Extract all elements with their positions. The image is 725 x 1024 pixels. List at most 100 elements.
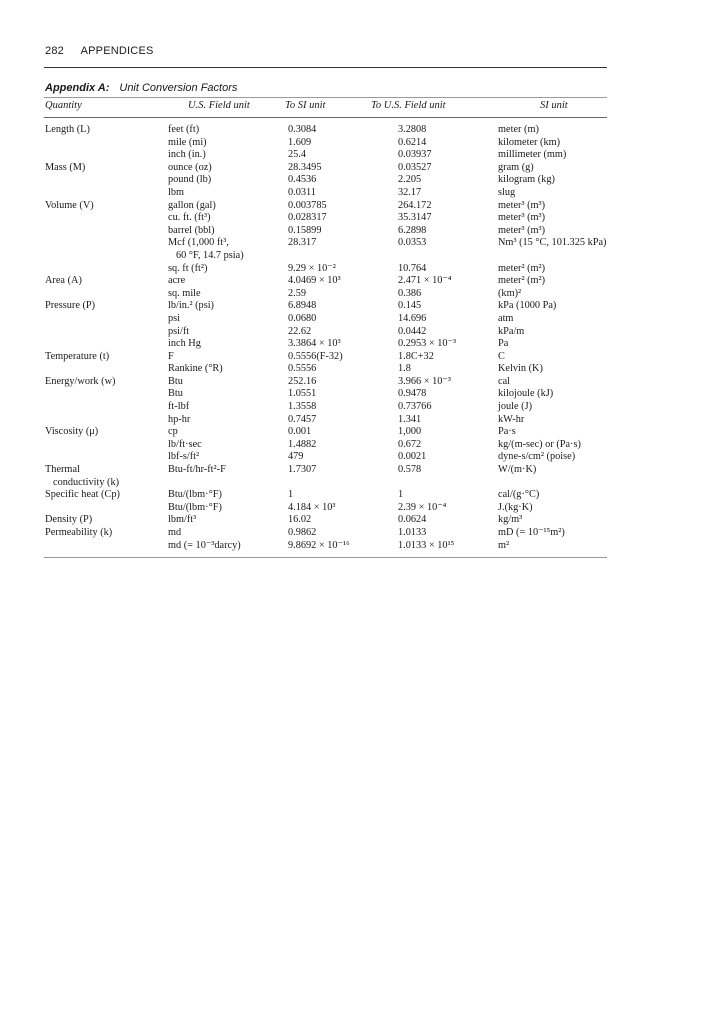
- table-header: Quantity U.S. Field unit To SI unit To U…: [0, 100, 725, 114]
- cell-to-us: 1.8C+32: [398, 350, 434, 362]
- cell-si: mD (= 10⁻¹⁵m²): [498, 527, 565, 538]
- column-header-si-unit: SI unit: [540, 100, 568, 111]
- cell-quantity: [45, 250, 168, 263]
- cell-to-si: 0.001: [288, 426, 312, 438]
- cell-to-si: 4.184 × 10³: [288, 501, 336, 513]
- column-header-to-us: To U.S. Field unit: [371, 100, 446, 111]
- cell-quantity: Energy/work (w): [45, 375, 116, 387]
- cell-si: cal/(g·°C): [498, 489, 540, 501]
- cell-to-si: 1.4882: [288, 438, 317, 450]
- cell-si: kilojoule (kJ): [498, 388, 554, 400]
- table-row: Thermal Btu-ft/hr-ft²-F 1.7307 0.578 W/(m·K): [45, 464, 628, 477]
- table-top-rule: [44, 97, 607, 98]
- cell-us: gallon (gal): [168, 199, 216, 211]
- cell-to-us: 0.03937: [398, 149, 432, 161]
- cell-us: Btu: [168, 388, 183, 400]
- cell-to-us: 0.0021: [398, 451, 427, 463]
- cell-us: inch (in.): [168, 149, 206, 161]
- column-header-quantity: Quantity: [45, 100, 82, 111]
- table-row: Btu/(lbm·°F) 4.184 × 10³ 2.39 × 10⁻⁴ J.(kg·…: [45, 502, 628, 515]
- cell-to-us: 0.9478: [398, 388, 427, 400]
- cell-us: mile (mi): [168, 136, 207, 148]
- cell-si: [498, 477, 628, 490]
- cell-to-si: [288, 250, 398, 263]
- table-row: inch (in.) 25.4 0.03937 millimeter (mm): [45, 149, 628, 162]
- cell-quantity: Specific heat (Cp): [45, 489, 120, 501]
- table-row: inch Hg 3.3864 × 10³ 0.2953 × 10⁻³ Pa: [45, 338, 628, 351]
- cell-to-us: 3.966 × 10⁻³: [398, 375, 451, 387]
- cell-quantity: [45, 338, 168, 351]
- table-row: ft-lbf 1.3558 0.73766 joule (J): [45, 401, 628, 414]
- cell-si: J.(kg·K): [498, 501, 533, 513]
- cell-us: lb/ft·sec: [168, 438, 202, 450]
- cell-quantity: [45, 237, 168, 250]
- cell-to-us: 10.764: [398, 262, 427, 274]
- cell-to-us: 0.6214: [398, 136, 427, 148]
- cell-si: (km)²: [498, 287, 522, 299]
- column-header-us-field-unit: U.S. Field unit: [188, 100, 250, 111]
- cell-si: meter (m): [498, 124, 539, 135]
- cell-to-us: 3.2808: [398, 124, 427, 135]
- cell-to-si: 0.5556(F-32): [288, 350, 343, 362]
- cell-us: pound (lb): [168, 174, 212, 186]
- table-bottom-rule: [44, 557, 607, 558]
- cell-us: inch Hg: [168, 338, 201, 350]
- cell-us: 60 °F, 14.7 psia): [176, 249, 244, 261]
- cell-us: psi/ft: [168, 325, 190, 337]
- cell-to-si: 479: [288, 451, 304, 463]
- table-row: lb/ft·sec 1.4882 0.672 kg/(m-sec) or (Pa·s): [45, 439, 628, 452]
- table-row: Btu 1.0551 0.9478 kilojoule (kJ): [45, 388, 628, 401]
- cell-si: kg/m³: [498, 514, 523, 526]
- table-row: Rankine (°R) 0.5556 1.8 Kelvin (K): [45, 363, 628, 376]
- cell-us: lbm/ft³: [168, 514, 197, 526]
- cell-to-si: 1.7307: [288, 464, 317, 476]
- cell-quantity: Permeability (k): [45, 527, 113, 538]
- cell-quantity: [45, 502, 168, 515]
- cell-si: meter³ (m³): [498, 199, 546, 211]
- cell-si: C: [498, 350, 505, 362]
- table-row: sq. mile 2.59 0.386 (km)²: [45, 288, 628, 301]
- table-caption: Unit Conversion Factors: [119, 82, 238, 94]
- cell-to-si: 9.8692 × 10⁻¹⁶: [288, 539, 350, 551]
- cell-quantity: [45, 225, 168, 238]
- cell-to-us: 1.341: [398, 413, 422, 425]
- cell-quantity: [45, 187, 168, 200]
- cell-to-us: 35.3147: [398, 212, 432, 224]
- table-row: Mass (M) ounce (oz) 28.3495 0.03527 gram (g): [45, 162, 628, 175]
- cell-si: slug: [498, 186, 516, 198]
- table-row: mile (mi) 1.609 0.6214 kilometer (km): [45, 137, 628, 150]
- cell-us: lbf-s/ft²: [168, 451, 200, 463]
- cell-to-us: 32.17: [398, 186, 422, 198]
- cell-to-us: 0.03527: [398, 161, 432, 173]
- cell-to-si: 0.0311: [288, 186, 316, 198]
- cell-us: cu. ft. (ft³): [168, 212, 211, 224]
- column-header-to-si: To SI unit: [285, 100, 326, 111]
- cell-to-si: 1.609: [288, 136, 312, 148]
- table-row: Density (P) lbm/ft³ 16.02 0.0624 kg/m³: [45, 514, 628, 527]
- cell-si: Pa: [498, 338, 509, 350]
- running-header: 282 APPENDICES: [45, 45, 168, 57]
- cell-quantity: Area (A): [45, 275, 82, 287]
- cell-si: kg/(m-sec) or (Pa·s): [498, 438, 581, 450]
- table-row: cu. ft. (ft³) 0.028317 35.3147 meter³ (m³): [45, 212, 628, 225]
- cell-quantity: [45, 540, 168, 553]
- table-row: Energy/work (w) Btu 252.16 3.966 × 10⁻³ cal: [45, 376, 628, 389]
- cell-us: Btu-ft/hr-ft²-F: [168, 464, 226, 476]
- cell-si: kW-hr: [498, 413, 525, 425]
- cell-quantity: [45, 451, 168, 464]
- cell-to-us: [398, 477, 498, 490]
- cell-si: [498, 250, 628, 263]
- cell-si: meter² (m²): [498, 262, 546, 274]
- cell-to-us: 0.0624: [398, 514, 427, 526]
- cell-si: Kelvin (K): [498, 363, 543, 375]
- cell-to-us: 0.73766: [398, 401, 432, 413]
- cell-us: ounce (oz): [168, 161, 212, 173]
- cell-us: Btu/(lbm·°F): [168, 489, 222, 501]
- cell-to-si: 9.29 × 10⁻²: [288, 262, 336, 274]
- cell-to-si: 1.0551: [288, 388, 317, 400]
- header-rule: [44, 67, 607, 68]
- cell-si: millimeter (mm): [498, 149, 567, 161]
- cell-to-us: [398, 250, 498, 263]
- cell-to-us: 6.2898: [398, 224, 427, 236]
- section-name: APPENDICES: [80, 45, 154, 57]
